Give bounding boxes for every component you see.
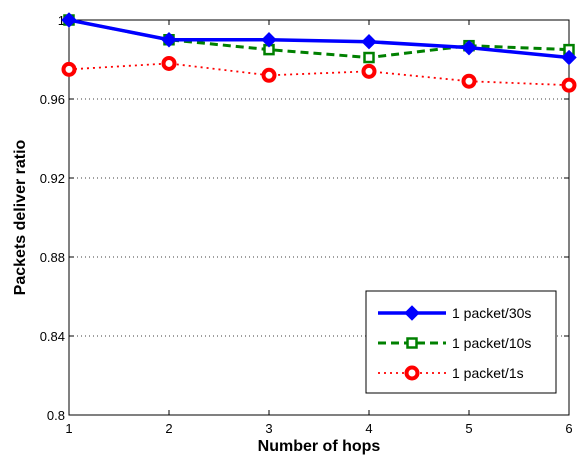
data-point: [461, 73, 477, 89]
y-tick-label: 0.88: [40, 250, 65, 265]
data-point: [561, 77, 577, 93]
series-group: [61, 12, 577, 93]
data-point: [61, 61, 77, 77]
x-tick-label: 3: [265, 421, 272, 436]
data-point: [261, 32, 277, 48]
data-point: [406, 337, 418, 349]
series-line: [68, 18, 570, 60]
data-point: [461, 39, 477, 56]
series-1-packet-1s: [61, 55, 577, 93]
legend-label: 1 packet/1s: [452, 365, 524, 381]
plot-area: [68, 19, 570, 416]
x-tick-label: 2: [165, 421, 172, 436]
y-tick-label: 0.92: [40, 171, 65, 186]
x-tick-label: 4: [365, 421, 372, 436]
x-tick-label: 5: [465, 421, 472, 436]
data-point: [404, 365, 420, 381]
y-tick-label: 1: [58, 13, 65, 28]
data-point: [161, 32, 177, 48]
y-tick-label: 0.96: [40, 92, 65, 107]
data-point: [561, 49, 577, 66]
series-line: [68, 62, 570, 87]
series-1-packet-10s: [63, 14, 575, 64]
data-point: [361, 34, 377, 50]
data-point: [404, 305, 420, 321]
series-line: [68, 18, 570, 60]
y-tick-label: 0.8: [47, 408, 65, 423]
y-axis-title: Packets deliver ratio: [12, 139, 29, 295]
x-tick-label: 6: [565, 421, 572, 436]
legend: 1 packet/30s 1 packet/10s 1 packet/1s: [365, 290, 557, 394]
x-axis-title: Number of hops: [258, 438, 381, 455]
data-point: [161, 55, 177, 71]
data-point: [61, 12, 77, 28]
legend-label: 1 packet/10s: [452, 335, 531, 351]
axis-ticks: 1 2 3 4 5 6 0.8 0.84 0.88 0.92 0.96 1: [40, 13, 573, 436]
legend-label: 1 packet/30s: [452, 305, 531, 321]
data-point: [361, 63, 377, 79]
x-tick-label: 1: [65, 421, 72, 436]
data-point: [261, 67, 277, 83]
data-point: [363, 51, 375, 64]
series-1-packet-30s: [61, 12, 577, 66]
y-tick-label: 0.84: [40, 329, 65, 344]
